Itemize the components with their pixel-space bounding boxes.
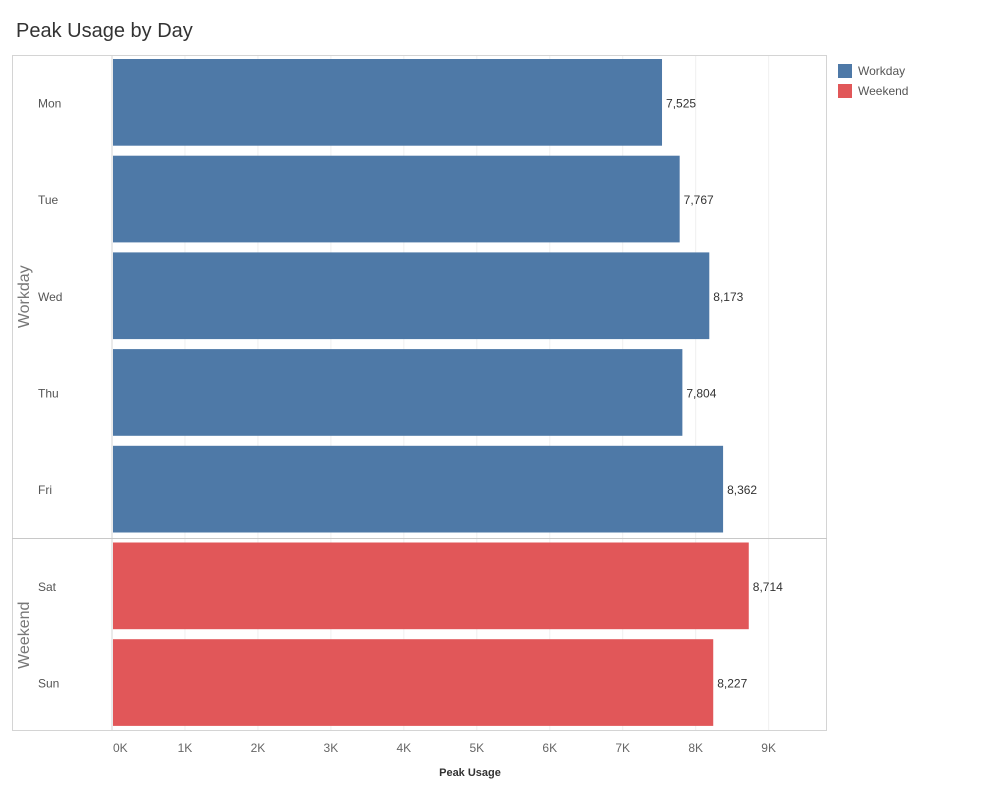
data-label-wed: 8,173 (713, 290, 743, 304)
legend-label-workday: Workday (858, 64, 906, 78)
category-label-tue: Tue (38, 193, 59, 207)
bar-fri[interactable] (113, 445, 724, 533)
chart-title: Peak Usage by Day (16, 20, 193, 42)
category-label-thu: Thu (38, 386, 59, 400)
x-tick-label: 7K (615, 741, 630, 755)
group-label-weekend: Weekend (16, 602, 33, 669)
x-tick-label: 5K (469, 741, 484, 755)
group-label-workday: Workday (16, 265, 33, 328)
data-label-thu: 7,804 (686, 386, 716, 400)
bar-thu[interactable] (113, 349, 683, 436)
legend-swatch-workday (838, 64, 852, 78)
legend-swatch-weekend (838, 84, 852, 98)
x-tick-label: 2K (251, 741, 266, 755)
category-label-mon: Mon (38, 96, 61, 110)
data-label-sat: 8,714 (753, 580, 783, 594)
legend-item-weekend[interactable]: Weekend (838, 81, 908, 101)
x-tick-label: 4K (396, 741, 411, 755)
x-axis-label: Peak Usage (439, 767, 501, 779)
bar-sun[interactable] (113, 639, 714, 726)
x-tick-label: 8K (688, 741, 703, 755)
category-label-sun: Sun (38, 677, 59, 691)
data-label-fri: 8,362 (727, 483, 757, 497)
data-label-sun: 8,227 (717, 677, 747, 691)
x-tick-label: 1K (178, 741, 193, 755)
bar-wed[interactable] (113, 252, 710, 340)
legend: Workday Weekend (838, 61, 908, 101)
bar-mon[interactable] (113, 59, 663, 146)
x-tick-label: 6K (542, 741, 557, 755)
plot-frame (12, 55, 827, 731)
x-tick-label: 9K (761, 741, 776, 755)
category-label-wed: Wed (38, 290, 62, 304)
x-tick-label: 0K (113, 741, 128, 755)
data-label-mon: 7,525 (666, 96, 696, 110)
data-label-tue: 7,767 (684, 193, 714, 207)
category-label-sat: Sat (38, 580, 57, 594)
category-label-fri: Fri (38, 483, 52, 497)
bar-tue[interactable] (113, 155, 680, 243)
legend-label-weekend: Weekend (858, 84, 909, 98)
legend-item-workday[interactable]: Workday (838, 61, 908, 81)
x-tick-label: 3K (324, 741, 339, 755)
bar-sat[interactable] (113, 542, 749, 630)
